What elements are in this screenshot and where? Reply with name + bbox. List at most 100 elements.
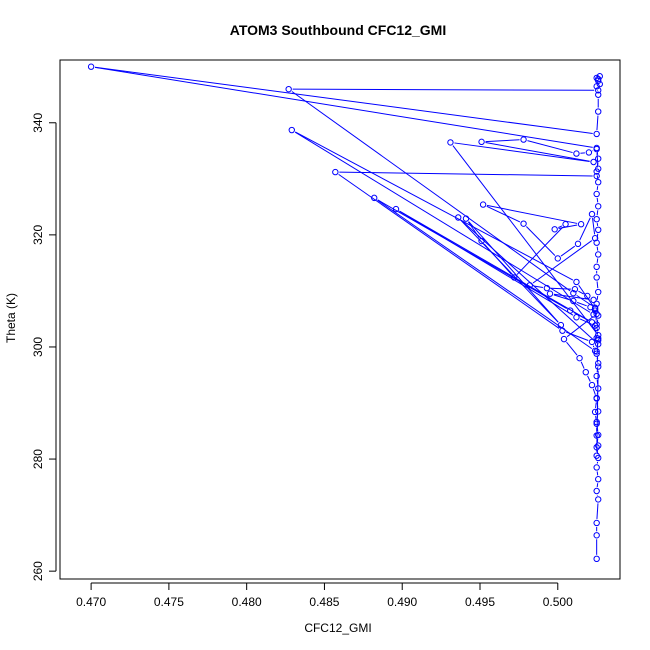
data-point [593, 452, 600, 459]
series-line-segment [576, 294, 593, 306]
chart-title: ATOM3 Southbound CFC12_GMI [230, 22, 446, 38]
data-point [447, 139, 454, 146]
data-point [590, 158, 597, 166]
data-point [520, 220, 527, 227]
data-point [593, 420, 600, 427]
data-point [593, 263, 600, 271]
x-tick-label: 0.485 [309, 595, 339, 609]
data-point [593, 215, 600, 223]
series-line-segment [596, 295, 599, 300]
x-axis: 0.470 0.475 0.480 0.485 0.490 0.495 0.500 [76, 582, 573, 609]
y-tick-label: 280 [31, 449, 45, 469]
y-tick-label: 260 [31, 561, 45, 581]
x-tick-label: 0.500 [543, 595, 573, 609]
data-point [593, 555, 600, 563]
data-point [588, 381, 596, 389]
series-line-segment [483, 243, 512, 275]
series-line-segment [578, 284, 594, 306]
data-point [588, 338, 596, 346]
y-tick-label: 320 [31, 225, 45, 245]
series-line-segment [596, 197, 599, 203]
data-point [595, 476, 602, 483]
series-line-segment [587, 375, 591, 382]
data-point [554, 255, 561, 262]
data-point [585, 149, 593, 156]
series-line-segment [377, 199, 593, 350]
data-point [593, 532, 600, 539]
series-line-segment [592, 388, 596, 395]
data-point [577, 221, 585, 228]
series-line-segment [526, 226, 556, 256]
data-point [332, 168, 339, 176]
data-point [588, 319, 596, 326]
y-axis: 260 280 300 320 340 [31, 112, 57, 581]
data-point [595, 337, 602, 344]
data-point [584, 292, 591, 300]
series-line-segment [339, 171, 593, 177]
data-point [593, 74, 600, 82]
x-tick-label: 0.475 [154, 595, 184, 609]
x-tick-label: 0.495 [465, 595, 495, 609]
data-point [520, 136, 527, 143]
data-point [593, 432, 600, 439]
series-line-segment [596, 210, 599, 216]
series-line-segment [486, 205, 521, 223]
data-point [593, 464, 600, 471]
series-line-segment [527, 140, 573, 154]
data-point [573, 278, 580, 286]
series-line-segment [486, 204, 578, 224]
data-point [590, 311, 597, 318]
data-point [371, 194, 378, 202]
data-point [546, 290, 554, 297]
data-point [595, 360, 602, 367]
data-point [593, 444, 600, 451]
data-point [551, 226, 558, 233]
data-point [595, 288, 602, 296]
series-line-segment [595, 402, 597, 409]
data-point [478, 138, 485, 146]
data-point [562, 221, 569, 228]
data-point [478, 237, 485, 245]
data-point [570, 297, 577, 305]
series-line-segment [452, 145, 597, 333]
y-tick-label: 300 [31, 337, 45, 357]
series-line-segment [560, 245, 576, 257]
data-point [511, 274, 518, 281]
data-point [593, 310, 600, 318]
x-tick-label: 0.470 [76, 595, 106, 609]
y-tick-label: 340 [31, 112, 45, 132]
data-point [462, 215, 470, 222]
series-line-segment [596, 471, 599, 476]
series-line-segment [566, 315, 594, 338]
data-point [574, 240, 582, 248]
series-line-segment [468, 221, 559, 323]
data-point [582, 368, 589, 376]
series-line-segment [596, 153, 599, 165]
data-point [573, 150, 580, 157]
data-point [593, 130, 600, 138]
data-point [571, 286, 579, 293]
data-point [576, 354, 583, 362]
data-point [595, 203, 602, 210]
series-line-segment [454, 142, 590, 162]
series-line-segment [485, 142, 590, 162]
series-line-segment [294, 131, 591, 313]
data-point [595, 108, 602, 115]
data-point [595, 87, 602, 94]
data-point [543, 284, 551, 292]
series-line-segment [596, 115, 599, 131]
series-line-segment [558, 225, 563, 229]
data-point [591, 322, 599, 329]
series-line-segment [532, 240, 593, 284]
series-line-segment [553, 293, 590, 300]
data-point [560, 335, 568, 343]
data-point [285, 85, 292, 93]
data-point [595, 165, 602, 172]
series-line-segment [516, 226, 564, 275]
x-tick-label: 0.480 [232, 595, 262, 609]
data-point [595, 442, 602, 449]
data-point [455, 214, 462, 221]
series-line-segment [292, 88, 595, 91]
data-point [587, 303, 594, 311]
series-line-segment [94, 66, 593, 148]
